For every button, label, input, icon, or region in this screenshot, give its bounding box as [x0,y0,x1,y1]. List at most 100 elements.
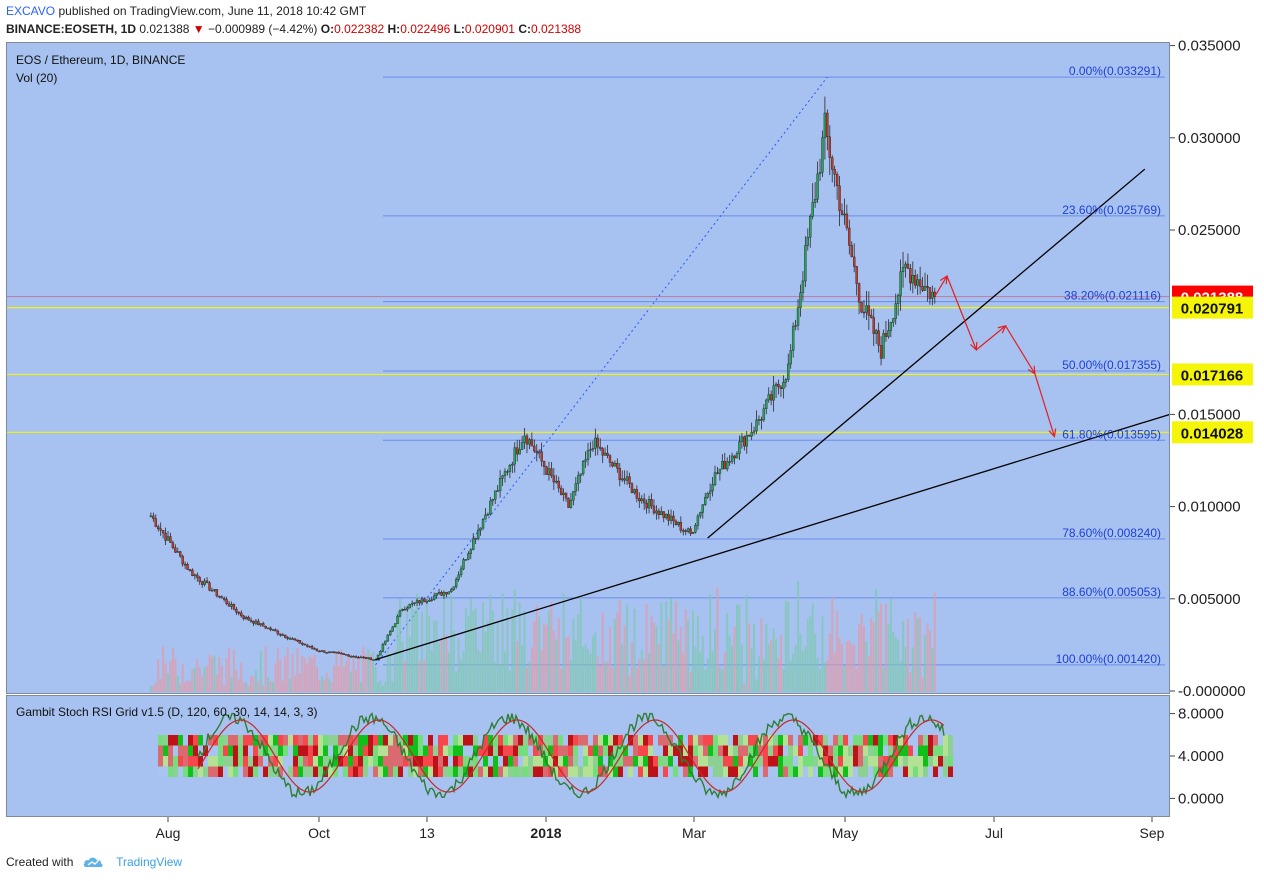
stoch-grid-cell [198,756,203,767]
stoch-grid-cell [203,735,208,746]
stoch-grid-cell [923,735,928,746]
volume-bar [345,660,348,692]
stoch-grid-cell [788,766,793,777]
stoch-grid-cell [923,766,928,777]
stoch-grid-cell [468,745,473,756]
chart-canvas[interactable]: 0.00%(0.033291) 23.60%(0.025769) 38.20%(0.… [0,0,1264,850]
candle-body [745,435,748,447]
stoch-grid-cell [598,766,603,777]
candle-body [708,490,712,494]
stoch-grid-cell [358,735,363,746]
stoch-grid-cell [378,745,383,756]
volume-bar [457,638,460,692]
stoch-grid-cell [833,735,838,746]
fib-level-label: 38.20%(0.021116) [1064,289,1161,303]
stoch-grid-cell [823,766,828,777]
stoch-grid-cell [313,756,318,767]
volume-bar [630,641,633,692]
volume-bar [638,659,641,692]
stoch-grid-cell [608,735,613,746]
candle-body [889,322,893,331]
main-chart-pane[interactable] [6,42,1170,694]
candle-body [872,317,875,334]
stoch-grid-cell [693,756,698,767]
stoch-grid-cell [948,766,953,777]
volume-bar [398,598,401,692]
candle-body [796,307,800,326]
volume-bar [506,608,509,692]
stoch-grid-cell [218,745,223,756]
candle-body [364,657,368,659]
stoch-grid-cell [258,745,263,756]
volume-bar [596,656,599,692]
stoch-grid-cell [928,745,933,756]
stoch-grid-cell [423,745,428,756]
stoch-grid-cell [333,756,338,767]
stoch-grid-cell [168,766,173,777]
candle-body [191,569,194,576]
y-tick-label: 0.035000 [1178,38,1241,55]
volume-bar [193,667,196,692]
stoch-grid-cell [773,756,778,767]
stoch-grid-cell [268,745,273,756]
stoch-grid-cell [658,735,663,746]
stoch-grid-cell [738,745,743,756]
stoch-grid-cell [928,735,933,746]
tradingview-logo-icon[interactable] [83,855,107,871]
stoch-grid-cell [258,756,263,767]
candle-body [562,492,565,495]
candle-body [711,484,714,492]
volume-bar [186,680,189,692]
candle-body [726,461,729,470]
stoch-grid-cell [318,766,323,777]
candle-body [755,419,758,432]
candle-body [916,279,919,286]
stoch-grid-cell [413,735,418,746]
candle-body [540,451,543,462]
tradingview-brand[interactable]: TradingView [116,855,183,869]
volume-bar [281,680,284,692]
stoch-grid-cell [273,766,278,777]
author-link[interactable]: EXCAVO [6,4,56,18]
stoch-grid-cell [388,735,393,746]
stoch-grid-cell [773,745,778,756]
stoch-grid-cell [573,745,578,756]
stoch-grid-cell [948,745,953,756]
stoch-grid-cell [863,735,868,746]
stoch-grid-cell [648,766,653,777]
candle-body [420,598,424,604]
stoch-grid-cell [348,756,353,767]
stoch-grid-cell [808,756,813,767]
stoch-grid-cell [748,756,753,767]
stoch-grid-cell [933,766,938,777]
stoch-grid-cell [828,756,833,767]
volume-bar [377,682,380,692]
price-tag-box [1172,363,1253,386]
candle-body [381,644,385,652]
volume-bar [462,651,465,692]
candle-body [198,577,201,582]
candle-body [259,623,262,626]
candle-body [860,301,863,313]
stoch-grid-cell [573,766,578,777]
volume-bar [931,648,934,692]
candle-body [227,603,231,607]
stoch-grid-cell [433,745,438,756]
volume-bar [447,652,450,692]
volume-bar [701,636,704,692]
stoch-grid-cell [948,756,953,767]
stoch-grid-cell [228,756,233,767]
stoch-grid-cell [583,766,588,777]
stoch-grid-cell [508,766,513,777]
candle-body [528,439,531,445]
projection-arrow [1034,373,1056,437]
volume-bar [557,617,560,692]
candle-body [899,271,902,296]
stoch-grid-cell [908,756,913,767]
stoch-grid-cell [293,766,298,777]
stoch-grid-cell [848,766,853,777]
candle-body [718,468,722,474]
candle-body [403,608,407,611]
volume-bar [589,653,592,692]
volume-bar [872,622,875,692]
